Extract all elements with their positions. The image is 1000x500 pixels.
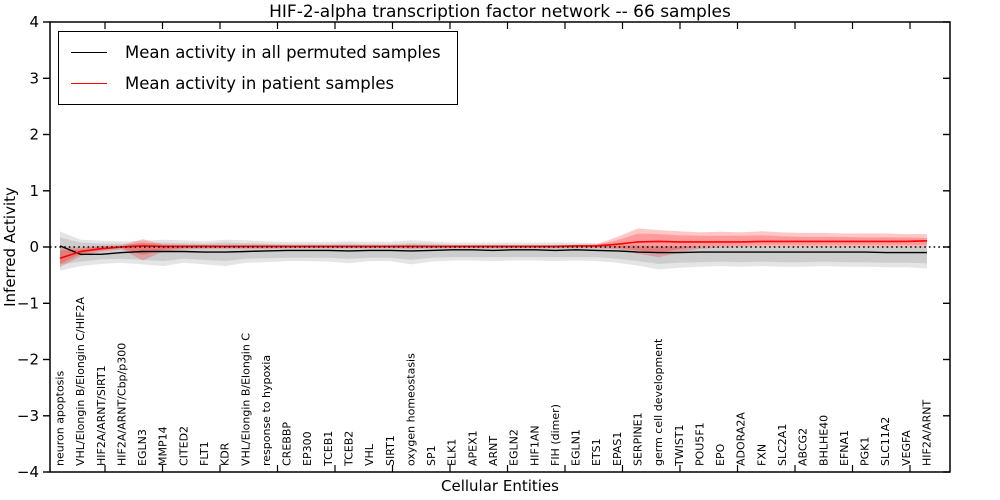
- x-category-label: APEX1: [466, 430, 479, 466]
- x-category-label: MMP14: [157, 426, 170, 466]
- y-tick-label: −3: [17, 407, 39, 425]
- x-category-label: EP300: [301, 431, 314, 466]
- x-category-label: EPO: [714, 443, 727, 466]
- x-category-label: VEGFA: [900, 430, 913, 466]
- x-category-label: EGLN1: [570, 429, 583, 466]
- legend-item-permuted: Mean activity in all permuted samples: [71, 37, 441, 68]
- x-category-label: HIF2A/ARNT/Cbp/p300: [115, 343, 128, 466]
- x-category-label: SLC11A2: [879, 417, 892, 466]
- x-category-label: HIF2A/ARNT/SIRT1: [95, 365, 108, 466]
- x-category-label: FXN: [755, 444, 768, 466]
- patient-line-swatch: [71, 83, 107, 84]
- x-category-label: TCEB1: [322, 431, 335, 467]
- y-tick-label: 1: [29, 182, 39, 200]
- x-category-label: HIF1AN: [528, 425, 541, 466]
- x-category-label: POU5F1: [693, 422, 706, 466]
- legend-label-permuted: Mean activity in all permuted samples: [125, 43, 441, 62]
- x-category-label: CITED2: [177, 426, 190, 466]
- x-category-label: VHL: [363, 443, 376, 466]
- patient-band-outer: [60, 228, 927, 268]
- x-category-label: SERPINE1: [632, 412, 645, 466]
- x-category-label: KDR: [219, 442, 232, 466]
- x-category-label: EGLN2: [508, 429, 521, 466]
- x-category-label: EPAS1: [611, 432, 624, 466]
- legend: Mean activity in all permuted samples Me…: [58, 31, 458, 105]
- y-tick-label: −1: [17, 294, 39, 312]
- legend-item-patient: Mean activity in patient samples: [71, 68, 441, 99]
- x-category-label: ABCG2: [797, 428, 810, 466]
- x-category-label: EGLN3: [136, 429, 149, 466]
- x-category-label: ETS1: [590, 438, 603, 466]
- x-category-label: SP1: [425, 445, 438, 466]
- x-category-label: ARNT: [487, 436, 500, 466]
- x-category-label: EFNA1: [838, 430, 851, 466]
- x-category-label: FIH (dimer): [549, 404, 562, 466]
- x-category-label: neuron apoptosis: [54, 371, 67, 466]
- x-category-label: TCEB2: [343, 431, 356, 467]
- y-tick-label: 4: [29, 13, 39, 31]
- permuted-line-swatch: [71, 52, 107, 53]
- chart-title: HIF-2-alpha transcription factor network…: [269, 2, 731, 22]
- y-tick-label: 0: [29, 238, 39, 256]
- x-category-label: HIF2A/ARNT: [921, 400, 934, 466]
- y-axis-label: Inferred Activity: [1, 187, 19, 307]
- x-category-label: VHL/Elongin B/Elongin C/HIF2A: [74, 296, 87, 466]
- legend-label-patient: Mean activity in patient samples: [125, 74, 395, 93]
- x-category-label: SIRT1: [384, 435, 397, 466]
- x-axis-label: Cellular Entities: [441, 477, 559, 495]
- x-category-label: germ cell development: [652, 338, 665, 466]
- patient-mean-line: [59, 240, 928, 260]
- x-category-label: BHLHE40: [817, 415, 830, 466]
- y-tick-label: 2: [29, 126, 39, 144]
- x-category-label: oxygen homeostasis: [404, 353, 417, 466]
- x-category-label: VHL/Elongin B/Elongin C: [239, 333, 252, 466]
- x-category-label: FLT1: [198, 441, 211, 466]
- y-tick-label: −4: [17, 463, 39, 481]
- x-category-label: response to hypoxia: [260, 355, 273, 466]
- x-category-label: ELK1: [446, 439, 459, 466]
- x-category-label: PGK1: [859, 437, 872, 466]
- y-tick-label: 3: [29, 69, 39, 87]
- permuted-mean-line: [59, 245, 927, 256]
- x-category-label: ADORA2A: [735, 412, 748, 466]
- y-tick-label: −2: [17, 351, 39, 369]
- x-category-label: SLC2A1: [776, 424, 789, 466]
- x-category-label: CREBBP: [281, 422, 294, 466]
- x-category-label: TWIST1: [673, 424, 686, 467]
